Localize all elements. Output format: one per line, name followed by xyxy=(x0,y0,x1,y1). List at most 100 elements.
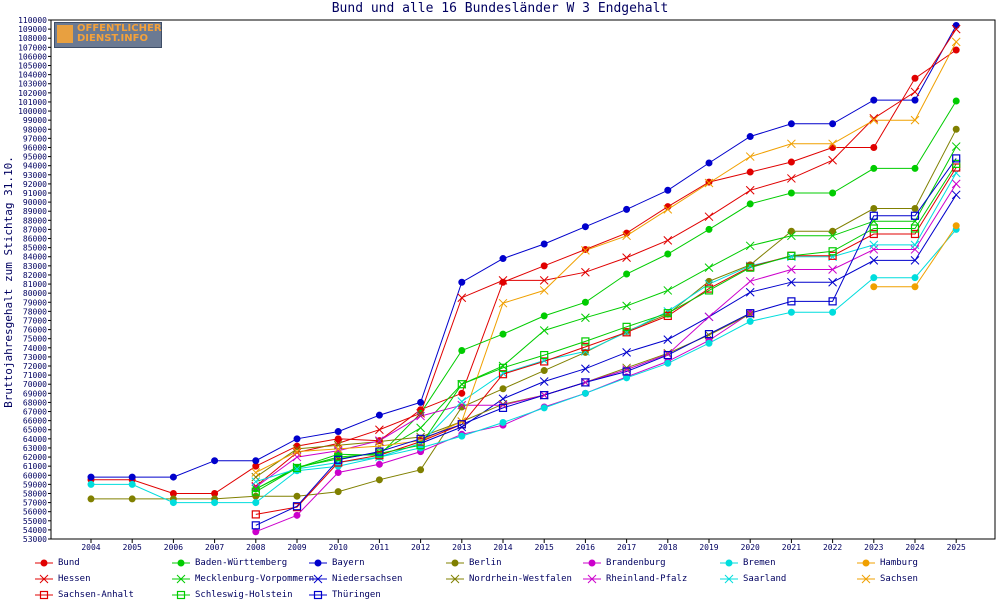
data-point-bremen xyxy=(128,480,136,488)
data-point-sachsen xyxy=(539,286,549,295)
y-tick-label: 104000 xyxy=(18,71,47,80)
y-tick-label: 82000 xyxy=(23,271,47,280)
data-point-sachsen xyxy=(622,231,631,241)
legend-marker xyxy=(39,590,49,600)
data-point-berlin xyxy=(829,227,837,235)
data-point-schleswig-holstein xyxy=(622,322,631,331)
x-tick-label: 2016 xyxy=(576,543,595,552)
y-tick-label: 84000 xyxy=(23,253,47,262)
data-point-bremen xyxy=(911,274,919,282)
data-point-rheinland-pfalz xyxy=(704,312,714,322)
data-point-thueringen xyxy=(498,403,508,412)
data-point-sachsen-anhalt xyxy=(581,342,590,351)
y-tick-label: 83000 xyxy=(23,262,47,271)
data-point-schleswig-holstein xyxy=(663,309,672,318)
data-point-hessen xyxy=(498,276,508,285)
data-point-baden-wuerttemberg xyxy=(829,189,837,197)
data-point-hessen xyxy=(416,408,425,418)
legend-label: Bayern xyxy=(332,558,365,568)
data-point-mecklenburg-vorpommern xyxy=(539,326,549,335)
series-line-saarland xyxy=(255,172,957,483)
y-tick-label: 106000 xyxy=(18,52,47,61)
y-tick-label: 102000 xyxy=(18,89,47,98)
data-point-nordrhein-westfalen xyxy=(663,348,673,358)
legend-marker xyxy=(40,559,48,567)
data-point-thueringen xyxy=(334,455,343,464)
data-point-bund xyxy=(870,143,878,151)
data-point-niedersachsen xyxy=(828,277,837,287)
data-point-schleswig-holstein xyxy=(704,286,714,295)
y-tick-label: 105000 xyxy=(18,62,47,71)
legend-swatch xyxy=(583,574,601,584)
data-point-rheinland-pfalz xyxy=(951,179,961,189)
legend-label: Sachsen xyxy=(880,574,918,584)
data-point-hessen xyxy=(539,276,549,285)
data-point-schleswig-holstein xyxy=(540,350,549,360)
y-tick-label: 58000 xyxy=(23,489,47,498)
data-point-saarland xyxy=(910,240,920,250)
data-point-hessen xyxy=(869,113,879,123)
data-point-bremen xyxy=(499,418,507,426)
legend-marker xyxy=(725,559,733,567)
data-point-thueringen xyxy=(787,297,796,306)
legend-label: Nordrhein-Westfalen xyxy=(469,574,572,584)
y-tick-label: 60000 xyxy=(23,471,47,480)
x-tick-label: 2025 xyxy=(947,543,966,552)
data-point-bayern xyxy=(540,240,548,248)
data-point-bremen xyxy=(705,339,713,347)
data-point-berlin xyxy=(787,227,795,235)
data-point-schleswig-holstein xyxy=(498,363,508,372)
legend-marker xyxy=(587,574,597,584)
y-tick-label: 87000 xyxy=(23,225,47,234)
data-point-thueringen xyxy=(292,502,302,511)
data-point-sachsen-anhalt xyxy=(910,229,920,239)
x-axis-ticks: 2004 2005 2006 2007 2008 2009 2010 2011 2012 2013… xyxy=(81,539,966,552)
series-line-sachsen xyxy=(255,41,957,473)
data-point-baden-wuerttemberg xyxy=(952,97,960,105)
y-tick-label: 75000 xyxy=(23,335,47,344)
data-point-baden-wuerttemberg xyxy=(870,164,878,172)
data-point-thueringen xyxy=(663,350,672,360)
series-line-mecklenburg-vorpommern xyxy=(255,146,957,490)
data-point-bremen xyxy=(787,308,795,316)
data-point-schleswig-holstein xyxy=(952,159,961,168)
series-lines xyxy=(91,25,957,533)
chart-axes xyxy=(50,19,996,540)
data-point-niedersachsen xyxy=(869,256,879,265)
x-tick-label: 2018 xyxy=(658,543,677,552)
legend-swatch xyxy=(172,590,190,600)
data-point-bayern xyxy=(334,428,342,436)
legend-marker xyxy=(724,574,734,584)
y-tick-label: 107000 xyxy=(18,43,47,52)
legend-label: Hamburg xyxy=(880,558,918,568)
data-point-thueringen xyxy=(251,521,260,530)
data-point-baden-wuerttemberg xyxy=(746,200,754,208)
data-point-bayern xyxy=(499,255,507,263)
data-point-baden-wuerttemberg xyxy=(911,164,919,172)
y-tick-label: 79000 xyxy=(23,298,47,307)
data-point-mecklenburg-vorpommern xyxy=(869,216,879,226)
y-tick-label: 63000 xyxy=(23,444,47,453)
data-point-berlin xyxy=(952,125,960,133)
data-point-bund xyxy=(499,278,507,286)
data-point-bund xyxy=(787,158,795,166)
data-point-bayern xyxy=(664,186,672,194)
legend-label: Baden-Württemberg xyxy=(195,558,288,568)
data-point-rheinland-pfalz xyxy=(457,400,467,410)
data-point-hessen xyxy=(292,448,302,457)
data-point-hessen xyxy=(251,481,261,491)
data-point-bund xyxy=(911,74,919,82)
data-point-bayern xyxy=(417,398,425,406)
data-point-saarland xyxy=(457,397,467,406)
data-point-nordrhein-westfalen xyxy=(375,437,384,446)
y-axis-ticks: 5300054000550005600057000580005900060000… xyxy=(18,16,51,544)
legend-marker xyxy=(313,574,323,584)
y-tick-label: 57000 xyxy=(23,499,47,508)
data-point-sachsen-anhalt xyxy=(869,229,878,239)
data-point-thueringen xyxy=(869,211,878,220)
data-point-sachsen xyxy=(663,205,673,214)
legend-marker xyxy=(450,574,460,584)
data-point-baden-wuerttemberg xyxy=(705,225,713,233)
legend-swatch xyxy=(720,559,738,567)
data-point-hessen xyxy=(663,235,673,245)
